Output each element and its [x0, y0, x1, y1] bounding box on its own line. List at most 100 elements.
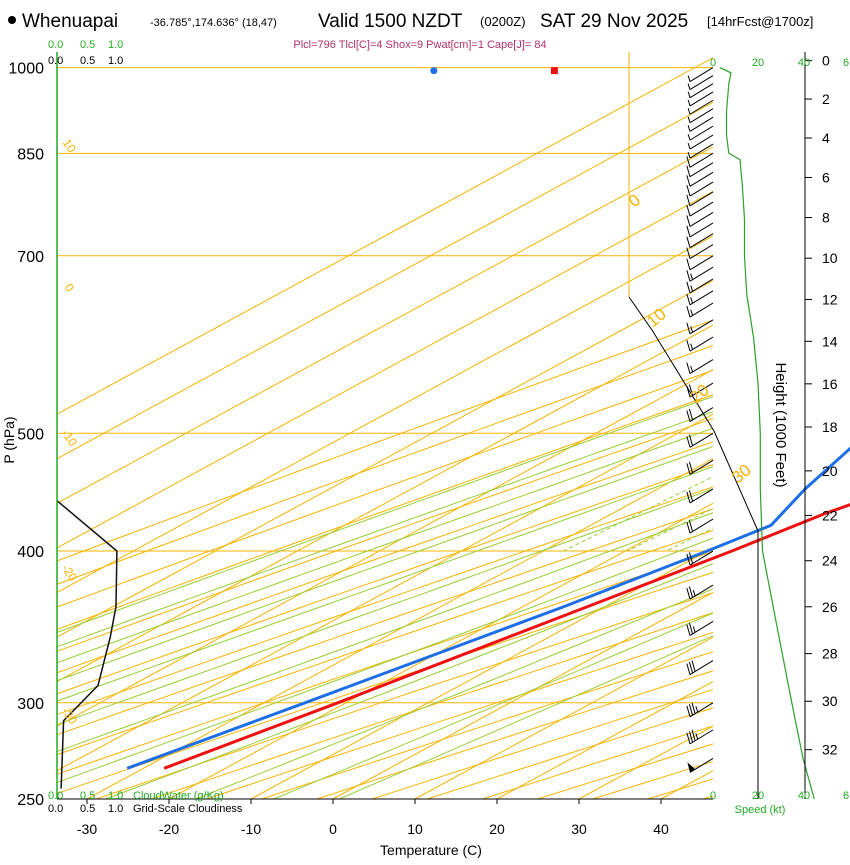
- dry-adiabat-line: [482, 52, 850, 799]
- cloudiness-label: Grid-Scale Cloudiness: [133, 803, 243, 815]
- cloudwater-tick-top-0: 0.0: [48, 39, 63, 51]
- isotherm-label: -20: [59, 562, 81, 585]
- cloudiness-tick-bottom-0: 0.0: [48, 803, 63, 815]
- temperature-tick-label: 30: [571, 821, 587, 837]
- dry-adiabat-line: [0, 52, 850, 799]
- moist-adiabat-line: [0, 52, 850, 799]
- wind-barb: [688, 84, 713, 98]
- cloudwater-tick-top-2: 1.0: [108, 39, 123, 51]
- speed-tick-bottom-40: 40: [798, 790, 810, 802]
- dry-adiabat-line: [648, 52, 850, 799]
- speed-tick-bottom-20: 20: [752, 790, 764, 802]
- height-tick-label: 32: [822, 742, 838, 758]
- pressure-tick-label: 700: [17, 249, 44, 266]
- wind-barb: [687, 433, 713, 447]
- surface-temperature-marker: [551, 67, 558, 74]
- moist-adiabat-line: [0, 52, 850, 799]
- isotherm-line: [169, 52, 850, 799]
- valid-date: SAT 29 Nov 2025: [540, 11, 688, 32]
- isotherm-label: 10: [60, 136, 79, 155]
- valid-time: Valid 1500 NZDT: [318, 11, 463, 32]
- height-tick-label: 18: [822, 419, 838, 435]
- isotherm-line: [579, 52, 850, 799]
- height-tick-label: 14: [822, 333, 838, 349]
- isotherm-line: [0, 52, 805, 799]
- wind-barb: [688, 117, 713, 131]
- station-name: Whenuapai: [22, 11, 118, 32]
- height-tick-label: 26: [822, 599, 838, 615]
- wind-barb: [687, 223, 713, 237]
- pressure-tick-label: 850: [17, 146, 44, 163]
- isotherm-line: [0, 52, 723, 799]
- moist-adiabat-line: [274, 52, 850, 799]
- station-dot-icon: [8, 16, 16, 24]
- moist-adiabat-line: [0, 52, 850, 799]
- dry-adiabat-line: [0, 52, 850, 799]
- speed-tick-bottom-0: 0: [710, 790, 716, 802]
- cloudiness-tick-top-0: 0.0: [48, 55, 63, 67]
- temperature-tick-label: -30: [77, 821, 97, 837]
- isotherm-line: [0, 52, 850, 799]
- dry-adiabat-line: [0, 52, 850, 799]
- moist-adiabat-line: [0, 52, 850, 799]
- dry-adiabat-line: [152, 52, 850, 799]
- dry-adiabat-line: [0, 52, 850, 799]
- height-tick-label: 8: [822, 210, 830, 226]
- height-tick-label: 20: [822, 463, 838, 479]
- text-layer: Whenuapai -36.785°,174.636° (18,47) Vali…: [1, 11, 850, 858]
- valid-utc: (0200Z): [480, 14, 526, 29]
- height-tick-label: 24: [822, 553, 838, 569]
- temperature-tick-label: 20: [489, 821, 505, 837]
- temperature-tick-label: -10: [241, 821, 261, 837]
- height-tick-label: 28: [822, 646, 838, 662]
- wind-barb: [687, 730, 713, 744]
- cloudwater-tick-bottom-0: 0.0: [48, 790, 63, 802]
- height-tick-label: 2: [822, 91, 830, 107]
- isotherm-label: 0: [62, 281, 77, 295]
- pressure-tick-label: 1000: [8, 61, 44, 78]
- dry-adiabat-line: [0, 52, 850, 799]
- height-tick-label: 22: [822, 507, 838, 523]
- wind-barb: [687, 234, 713, 248]
- cloudiness-tick-top-2: 1.0: [108, 55, 123, 67]
- wind-barb: [687, 303, 713, 317]
- isotherm-label: -10: [59, 427, 81, 450]
- moist-adiabat-line: [0, 52, 850, 799]
- isotherm-label: 30: [728, 460, 755, 487]
- isotherm-line: [87, 52, 850, 799]
- isotherm-label: 10: [643, 304, 670, 331]
- cloudwater-tick-bottom-2: 1.0: [108, 790, 123, 802]
- temperature-tick-label: -20: [159, 821, 179, 837]
- temperature-tick-label: 10: [407, 821, 423, 837]
- forecast-info: [14hrFcst@1700z]: [707, 14, 813, 29]
- isotherm-line: [0, 52, 850, 799]
- height-tick-label: 10: [822, 250, 838, 266]
- dry-adiabat-line: [0, 52, 850, 799]
- mixing-ratio-line: [563, 52, 850, 551]
- isotherm-line: [0, 52, 850, 799]
- wind-barb: [687, 212, 713, 226]
- wind-barb: [687, 337, 713, 351]
- grid-layer: [0, 52, 850, 799]
- moist-adiabat-line: [11, 52, 850, 799]
- speed-tick-bottom-6: 6: [843, 790, 849, 802]
- height-tick-label: 16: [822, 376, 838, 392]
- dry-adiabat-line: [0, 52, 850, 799]
- cloudiness-tick-bottom-2: 1.0: [108, 803, 123, 815]
- pressure-tick-label: 250: [17, 792, 44, 809]
- height-tick-label: 6: [822, 169, 830, 185]
- moist-adiabat-line: [105, 52, 850, 799]
- station-location: -36.785°,174.636° (18,47): [150, 17, 277, 29]
- cloudiness-tick-top-1: 0.5: [80, 55, 95, 67]
- speed-tick-top-0: 0: [710, 57, 716, 69]
- dry-adiabat-line: [0, 52, 850, 799]
- temperature-line: [164, 68, 850, 769]
- wind-speed-line: [720, 68, 815, 799]
- dry-adiabat-line: [0, 52, 850, 799]
- speed-tick-top-20: 20: [752, 57, 764, 69]
- temperature-tick-label: 0: [329, 821, 337, 837]
- height-tick-label: 30: [822, 693, 838, 709]
- y-axis-label: P (hPa): [1, 416, 17, 463]
- isotherm-line: [0, 52, 850, 799]
